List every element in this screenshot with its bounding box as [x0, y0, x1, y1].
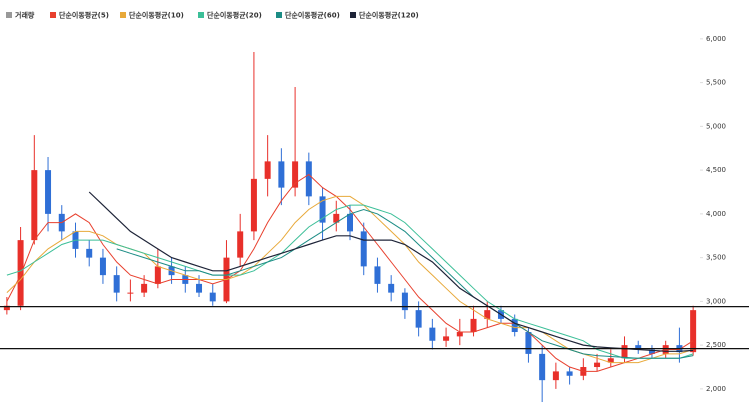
legend-swatch	[198, 12, 204, 18]
y-tick-label: 3,000	[706, 297, 726, 305]
candle-body	[264, 161, 271, 179]
candle-body	[17, 240, 24, 306]
candle-body	[635, 345, 642, 350]
y-tick-label: 2,500	[706, 341, 726, 349]
candle-body	[429, 327, 436, 341]
y-tick-label: 4,500	[706, 166, 726, 174]
candle-body	[374, 266, 381, 284]
candle-body	[113, 275, 120, 293]
candle-body	[347, 213, 353, 232]
candle-body	[99, 257, 106, 276]
candle-body	[648, 349, 655, 354]
candle-body	[470, 318, 477, 333]
candle-body	[511, 318, 518, 333]
legend-swatch	[350, 12, 356, 18]
candle-body	[127, 292, 134, 294]
candle-body	[31, 170, 38, 241]
candle-body	[539, 353, 546, 381]
candle-body	[154, 266, 161, 284]
candle-body	[552, 371, 559, 381]
candle-body	[196, 283, 203, 293]
candle-body	[3, 305, 10, 311]
legend-text: 단순이동평균(120)	[359, 11, 419, 20]
candle-body	[237, 231, 244, 258]
candle-body	[141, 283, 148, 293]
legend-text: 단순이동평균(20)	[207, 11, 262, 20]
candle-body	[388, 283, 395, 293]
candle-body	[292, 161, 299, 188]
y-tick-label: 4,000	[706, 210, 726, 218]
candle-body	[484, 310, 491, 319]
candle-body	[86, 248, 93, 258]
candle-body	[401, 292, 408, 311]
candle-body	[566, 371, 573, 376]
candle-body	[443, 336, 450, 341]
legend-swatch	[6, 12, 12, 18]
candle-body	[305, 161, 312, 197]
legend-swatch	[120, 12, 126, 18]
y-tick-label: 5,000	[706, 122, 726, 130]
ma-line	[88, 191, 694, 352]
candle-body	[621, 345, 628, 359]
y-tick-label: 5,500	[706, 79, 726, 87]
ma-line	[116, 208, 694, 359]
candle-body	[607, 358, 614, 363]
candle-body	[456, 332, 463, 337]
candle-body	[278, 161, 285, 188]
legend-swatch	[50, 12, 56, 18]
candle-body	[594, 362, 601, 368]
y-tick-label: 2,000	[706, 385, 726, 393]
legend-text: 단순이동평균(10)	[129, 11, 184, 20]
legend-swatch	[276, 12, 282, 18]
candle-body	[209, 292, 216, 302]
candle-body	[45, 170, 52, 214]
y-tick-label: 6,000	[706, 35, 726, 43]
candle-body	[690, 310, 697, 353]
candle-body	[525, 332, 532, 354]
ma-line	[6, 173, 694, 372]
ma-line	[6, 204, 694, 359]
legend-text: 거래량	[15, 11, 35, 20]
candle-body	[250, 178, 257, 232]
candle-body	[360, 231, 367, 267]
candle-body	[319, 196, 326, 223]
y-tick-label: 3,500	[706, 254, 726, 262]
legend-text: 단순이동평균(5)	[59, 11, 109, 20]
legend-text: 단순이동평균(60)	[285, 11, 340, 20]
candle-body	[333, 213, 340, 223]
candle-body	[415, 310, 422, 328]
